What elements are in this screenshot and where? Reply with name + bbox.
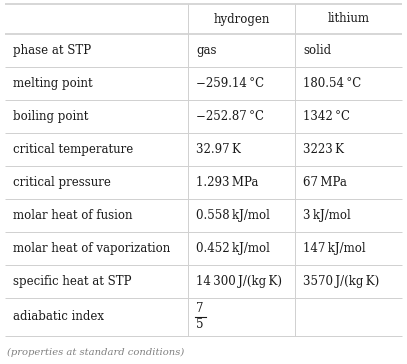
Text: melting point: melting point <box>13 77 93 90</box>
Text: phase at STP: phase at STP <box>13 44 91 57</box>
Text: 0.558 kJ/mol: 0.558 kJ/mol <box>196 209 270 222</box>
Text: molar heat of fusion: molar heat of fusion <box>13 209 133 222</box>
Text: −252.87 °C: −252.87 °C <box>196 110 264 123</box>
Text: −259.14 °C: −259.14 °C <box>196 77 264 90</box>
Text: 180.54 °C: 180.54 °C <box>303 77 361 90</box>
Text: 14 300 J/(kg K): 14 300 J/(kg K) <box>196 275 282 288</box>
Text: 32.97 K: 32.97 K <box>196 143 241 156</box>
Text: critical temperature: critical temperature <box>13 143 133 156</box>
Text: hydrogen: hydrogen <box>213 12 270 25</box>
Text: specific heat at STP: specific heat at STP <box>13 275 131 288</box>
Text: gas: gas <box>196 44 217 57</box>
Text: 147 kJ/mol: 147 kJ/mol <box>303 242 365 255</box>
Text: adiabatic index: adiabatic index <box>13 310 104 324</box>
Text: (properties at standard conditions): (properties at standard conditions) <box>7 348 184 357</box>
Text: 0.452 kJ/mol: 0.452 kJ/mol <box>196 242 270 255</box>
Text: 1.293 MPa: 1.293 MPa <box>196 176 258 189</box>
Text: 67 MPa: 67 MPa <box>303 176 347 189</box>
Text: critical pressure: critical pressure <box>13 176 111 189</box>
Text: molar heat of vaporization: molar heat of vaporization <box>13 242 170 255</box>
Text: 3570 J/(kg K): 3570 J/(kg K) <box>303 275 379 288</box>
Text: 7: 7 <box>196 302 204 316</box>
Text: solid: solid <box>303 44 331 57</box>
Text: 5: 5 <box>196 318 204 332</box>
Text: boiling point: boiling point <box>13 110 88 123</box>
Text: 3 kJ/mol: 3 kJ/mol <box>303 209 351 222</box>
Text: 1342 °C: 1342 °C <box>303 110 350 123</box>
Text: lithium: lithium <box>328 12 370 25</box>
Text: 3223 K: 3223 K <box>303 143 344 156</box>
